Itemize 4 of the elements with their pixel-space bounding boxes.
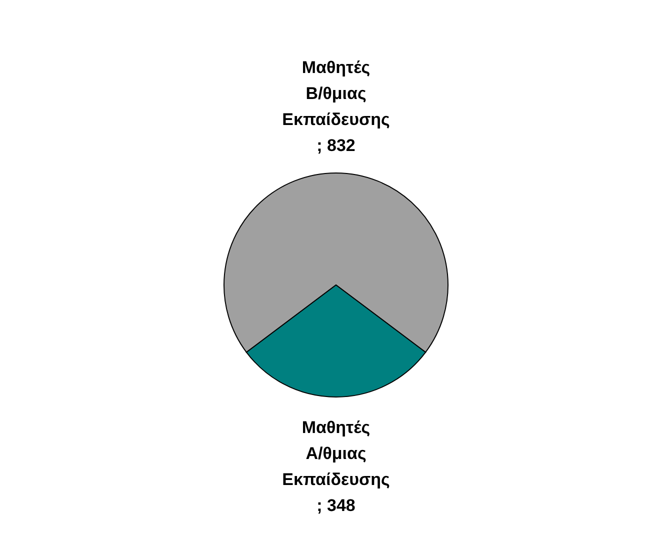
data-label: ; 832 (316, 136, 356, 155)
data-label: ; 348 (316, 496, 356, 515)
slice-label: Μαθητές Β/θμιας Εκπαίδευσης (282, 58, 390, 129)
slice-label: Μαθητές Α/θμιας Εκπαίδευσης (282, 418, 390, 489)
